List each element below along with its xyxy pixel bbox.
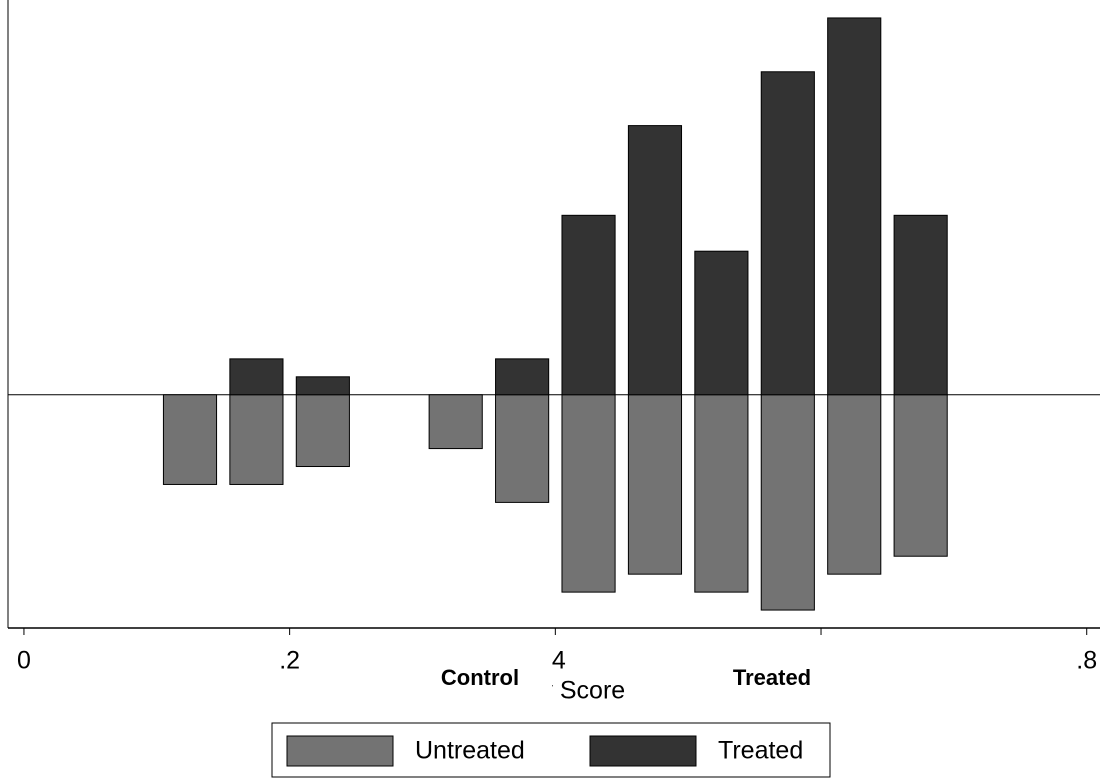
x-tick-label: 0	[17, 647, 31, 675]
bar	[627, 125, 683, 396]
annotation-background	[712, 648, 832, 706]
annotation: Treated	[733, 665, 811, 690]
bar	[561, 394, 616, 593]
legend-swatch	[286, 735, 394, 767]
bar	[428, 394, 483, 450]
bar	[162, 394, 218, 485]
bar	[760, 71, 815, 396]
bar	[694, 394, 749, 593]
bar	[760, 394, 815, 611]
x-tick-label: .8	[1076, 647, 1097, 675]
legend-label: Treated	[718, 737, 803, 765]
x-tick-label: .2	[279, 647, 300, 675]
bar	[627, 394, 683, 575]
bar	[295, 394, 350, 468]
bar	[495, 394, 550, 503]
bar	[229, 358, 284, 396]
legend-swatch	[589, 735, 697, 767]
bar	[295, 376, 350, 396]
bar	[495, 358, 550, 396]
bar	[561, 214, 616, 396]
annotation-background	[425, 650, 552, 718]
legend-label: Untreated	[415, 737, 525, 765]
bar	[893, 394, 948, 557]
annotation: Control	[441, 665, 519, 690]
bar	[893, 214, 948, 396]
bar	[827, 394, 882, 575]
bar	[229, 394, 284, 485]
bar	[694, 250, 749, 396]
bar	[827, 17, 882, 396]
